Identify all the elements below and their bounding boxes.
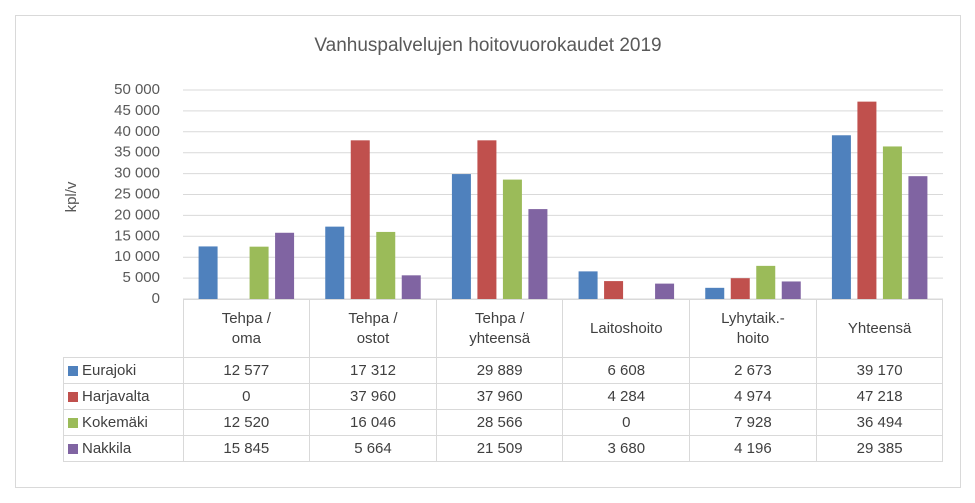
legend-cell: Nakkila [63,435,184,462]
series-row: Harjavalta 0 37 960 37 960 4 284 4 974 47 218 [63,383,944,410]
bar [756,265,776,299]
value-cell: 4 974 [689,383,817,410]
legend-swatch [68,366,78,376]
legend-label: Nakkila [82,440,132,457]
legend-swatch [68,392,78,402]
legend-cell: Eurajoki [63,357,184,384]
value-cell: 28 566 [435,409,564,436]
y-tick-label: 10 000 [114,248,160,265]
y-tick-label: 30 000 [114,165,160,182]
bar [578,271,598,299]
y-tick-label: 15 000 [114,227,160,244]
bar [705,287,725,299]
legend-swatch [68,444,78,454]
y-tick-label: 35 000 [114,144,160,161]
legend-label: Harjavalta [82,388,150,405]
chart-title: Vanhuspalvelujen hoitovuorokaudet 2019 [314,35,661,56]
category-cell: Tehpa / yhteensä [435,299,564,358]
value-cell: 12 577 [182,357,311,384]
y-tick-label: 20 000 [114,206,160,223]
series-row: Eurajoki 12 577 17 312 29 889 6 608 2 673 39 1… [63,357,944,384]
value-cell: 6 608 [562,357,691,384]
series-row: Kokemäki 12 520 16 046 28 566 0 7 928 36 494 [63,409,944,436]
bar [908,176,928,299]
value-cell: 39 170 [815,357,944,384]
y-tick-label: 5 000 [122,269,160,286]
bar [604,281,624,299]
value-cell: 0 [562,409,691,436]
value-cell: 12 520 [182,409,311,436]
bar [376,231,396,299]
value-cell: 47 218 [815,383,944,410]
corner-cell [63,299,184,358]
bar [857,101,877,300]
bar [451,174,471,299]
bar [401,275,421,299]
legend-label: Eurajoki [82,362,137,379]
y-tick-label: 40 000 [114,123,160,140]
x-tick-label: Tehpa / oma [221,309,271,347]
value-cell: 37 960 [435,383,564,410]
x-tick-label: Tehpa / yhteensä [469,309,531,347]
y-tick-label: 25 000 [114,185,160,202]
series-row: Nakkila 15 845 5 664 21 509 3 680 4 196 29 385 [63,435,944,462]
bar [275,232,295,299]
y-tick-label: 45 000 [114,102,160,119]
x-tick-label: Yhteensä [847,319,912,337]
x-tick-label: Tehpa / ostot [348,309,398,347]
value-cell: 7 928 [689,409,817,436]
value-cell: 5 664 [309,435,437,462]
bar [730,278,750,299]
value-cell: 16 046 [309,409,437,436]
value-cell: 29 889 [435,357,564,384]
value-cell: 0 [182,383,311,410]
bar [249,246,269,299]
category-cell: Laitoshoito [562,299,691,358]
bar [502,179,522,299]
bar [781,281,801,299]
x-tick-label: Lyhytaik.-hoito [721,309,785,347]
category-cell: Tehpa / ostot [309,299,437,358]
category-cell: Lyhytaik.-hoito [689,299,817,358]
legend-swatch [68,418,78,428]
value-cell: 4 284 [562,383,691,410]
legend-cell: Harjavalta [63,383,184,410]
chart-frame [15,15,961,488]
legend-cell: Kokemäki [63,409,184,436]
bar [831,135,851,299]
y-tick-label: 50 000 [114,81,160,98]
bar [477,140,497,299]
legend-label: Kokemäki [82,414,148,431]
data-table: Tehpa / oma Tehpa / ostot Tehpa / yhteensä… [63,299,944,462]
header-row: Tehpa / oma Tehpa / ostot Tehpa / yhteensä… [63,299,944,358]
y-tick-label: 0 [152,290,160,307]
value-cell: 4 196 [689,435,817,462]
bar [882,146,902,299]
value-cell: 17 312 [309,357,437,384]
value-cell: 15 845 [182,435,311,462]
category-cell: Tehpa / oma [182,299,311,358]
bar [655,283,675,299]
category-cell: Yhteensä [815,299,944,358]
value-cell: 2 673 [689,357,817,384]
bar [198,246,218,299]
value-cell: 3 680 [562,435,691,462]
value-cell: 37 960 [309,383,437,410]
value-cell: 36 494 [815,409,944,436]
bar [528,209,548,299]
bar [350,140,370,299]
value-cell: 21 509 [435,435,564,462]
value-cell: 29 385 [815,435,944,462]
y-axis-label: kpl/v [63,181,80,212]
bar [325,226,345,299]
x-tick-label: Laitoshoito [590,319,663,337]
